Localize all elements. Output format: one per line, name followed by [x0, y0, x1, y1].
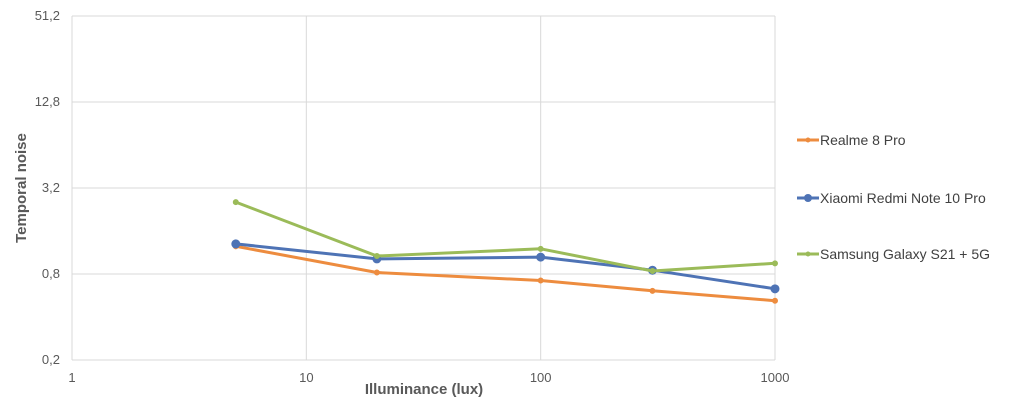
legend-item: Samsung Galaxy S21 + 5G	[797, 246, 990, 262]
legend-marker	[805, 251, 811, 257]
x-tick-label: 10	[299, 370, 313, 385]
series-1	[231, 239, 780, 294]
y-tick-label: 0,2	[42, 352, 60, 367]
y-axis-title: Temporal noise	[13, 133, 30, 243]
legend-item: Xiaomi Redmi Note 10 Pro	[797, 190, 986, 206]
gridlines	[71, 15, 776, 361]
legend-marker	[805, 137, 811, 143]
x-tick-label: 1	[68, 370, 75, 385]
legend-label: Realme 8 Pro	[820, 132, 906, 148]
y-tick-labels: 0,2 0,8 3,2 12,8 51,2	[35, 8, 60, 367]
data-point	[537, 245, 544, 252]
y-tick-label: 12,8	[35, 94, 60, 109]
data-point	[536, 252, 546, 262]
data-point	[373, 252, 380, 259]
x-tick-labels: 1 10 100 1000	[68, 370, 789, 385]
x-tick-label: 1000	[761, 370, 790, 385]
data-point	[772, 260, 778, 267]
legend-label: Samsung Galaxy S21 + 5G	[820, 246, 990, 262]
series-2	[232, 199, 778, 274]
y-tick-label: 0,8	[42, 266, 60, 281]
x-tick-label: 100	[530, 370, 552, 385]
data-point	[232, 199, 239, 206]
x-axis-title: Illuminance (lux)	[365, 381, 483, 398]
legend: Realme 8 Pro Xiaomi Redmi Note 10 Pro Sams…	[797, 132, 990, 262]
legend-label: Xiaomi Redmi Note 10 Pro	[820, 190, 986, 206]
series-lines	[231, 199, 780, 304]
data-point	[770, 284, 780, 294]
y-tick-label: 3,2	[42, 180, 60, 195]
data-point	[537, 277, 544, 284]
data-point	[772, 297, 778, 304]
y-tick-label: 51,2	[35, 8, 60, 23]
data-point	[231, 239, 241, 249]
data-point	[373, 269, 380, 276]
legend-marker	[804, 194, 812, 202]
data-point	[649, 267, 656, 274]
data-point	[649, 287, 656, 294]
legend-item: Realme 8 Pro	[797, 132, 906, 148]
